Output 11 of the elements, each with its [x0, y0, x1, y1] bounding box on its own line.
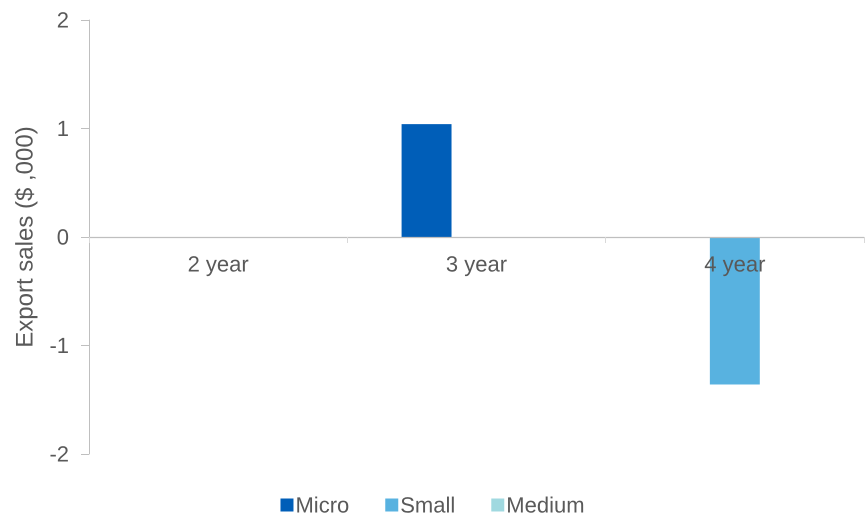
legend-label: Medium [506, 492, 585, 517]
x-tick-label: 3 year [446, 252, 508, 276]
y-tick-label: 2 [56, 8, 69, 32]
y-tick-label: 0 [56, 224, 69, 250]
y-tick-label: -1 [49, 333, 69, 358]
legend-label: Micro [295, 492, 350, 517]
y-tick-label: -2 [49, 442, 69, 466]
legend-label: Small [400, 492, 456, 517]
y-axis-title: Export sales ($ ,000) [12, 126, 38, 348]
y-tick-label: 1 [56, 116, 69, 141]
x-tick-label: 2 year [188, 252, 249, 276]
